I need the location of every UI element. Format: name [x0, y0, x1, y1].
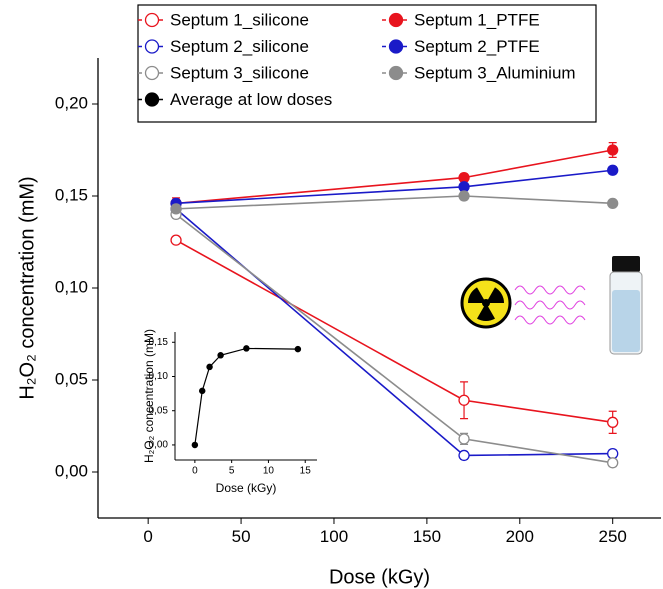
y-tick-label: 0,10 [55, 277, 88, 296]
y-tick-label: 0,00 [55, 461, 88, 480]
legend-label: Septum 1_silicone [170, 10, 309, 29]
series-line [195, 348, 298, 445]
y-axis-label: H₂O₂ concentration (mM) [142, 329, 156, 463]
legend-label: Septum 2_silicone [170, 37, 309, 56]
x-axis-label: Dose (kGy) [329, 566, 430, 588]
x-tick-label: 0 [192, 466, 198, 477]
x-tick-label: 5 [229, 466, 235, 477]
data-point [608, 417, 618, 427]
legend-marker [390, 67, 403, 80]
y-axis-label: H₂O₂ concentration (mM) [16, 176, 38, 399]
data-point [608, 198, 618, 208]
data-point [171, 204, 181, 214]
data-point [192, 442, 197, 447]
series-line [176, 214, 613, 462]
illustration [462, 256, 642, 354]
data-point [171, 235, 181, 245]
legend-label: Septum 3_Aluminium [414, 63, 576, 82]
x-tick-label: 250 [599, 527, 627, 546]
data-point [200, 388, 205, 393]
legend-marker [146, 93, 159, 106]
x-tick-label: 10 [263, 466, 275, 477]
x-axis-label: Dose (kGy) [216, 481, 277, 495]
series-line [176, 150, 613, 203]
data-point [459, 191, 469, 201]
x-tick-label: 50 [232, 527, 251, 546]
data-point [459, 173, 469, 183]
x-tick-label: 200 [506, 527, 534, 546]
data-point [459, 395, 469, 405]
data-point [608, 449, 618, 459]
legend-marker [146, 14, 159, 27]
legend-label: Septum 3_silicone [170, 63, 309, 82]
data-point [608, 165, 618, 175]
data-point [459, 434, 469, 444]
legend-label: Septum 1_PTFE [414, 10, 540, 29]
x-tick-label: 150 [413, 527, 441, 546]
data-point [608, 145, 618, 155]
x-tick-label: 15 [300, 466, 312, 477]
legend-label: Septum 2_PTFE [414, 37, 540, 56]
x-tick-label: 0 [143, 527, 152, 546]
data-point [295, 347, 300, 352]
data-point [608, 458, 618, 468]
data-point [207, 364, 212, 369]
y-tick-label: 0,15 [55, 185, 88, 204]
x-tick-label: 100 [320, 527, 348, 546]
legend-marker [146, 67, 159, 80]
data-point [218, 353, 223, 358]
legend-marker [390, 40, 403, 53]
data-point [244, 346, 249, 351]
legend-marker [390, 14, 403, 27]
legend-marker [146, 40, 159, 53]
y-tick-label: 0,20 [55, 93, 88, 112]
y-tick-label: 0,05 [55, 369, 88, 388]
data-point [459, 182, 469, 192]
data-point [459, 450, 469, 460]
series-line [176, 209, 613, 456]
legend-label: Average at low doses [170, 90, 332, 109]
chart: 0,000,050,100,150,20050100150200250Dose … [0, 0, 663, 589]
